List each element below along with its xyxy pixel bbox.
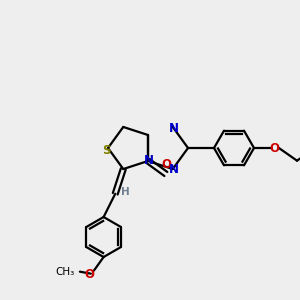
Text: H: H — [121, 187, 130, 197]
Text: N: N — [169, 122, 179, 136]
Text: S: S — [102, 145, 110, 158]
Text: O: O — [85, 268, 95, 281]
Text: N: N — [169, 163, 179, 176]
Text: N: N — [144, 154, 154, 166]
Text: CH₃: CH₃ — [56, 267, 75, 277]
Text: O: O — [161, 158, 171, 171]
Text: O: O — [269, 142, 279, 154]
